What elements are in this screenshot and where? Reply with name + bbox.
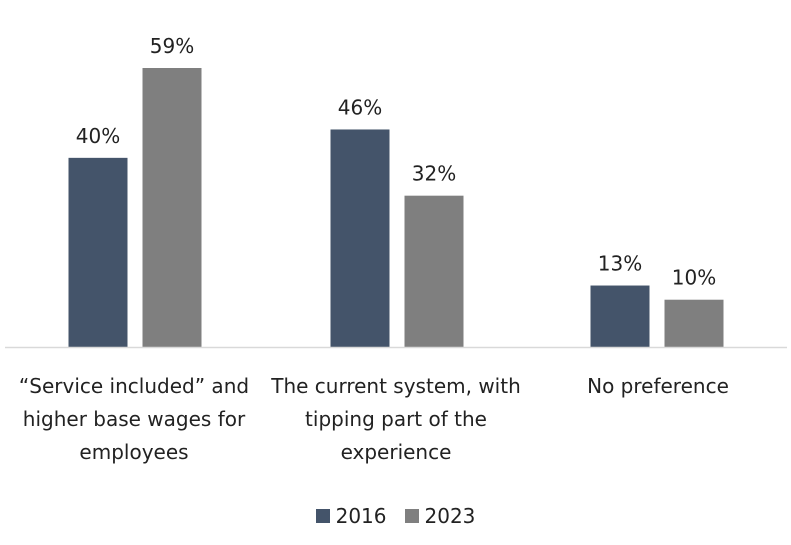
bar-2016-cat2 (590, 285, 650, 347)
plot-area: 40% 59% 46% 32% 13% 10% (5, 34, 787, 349)
data-label-2016-cat2: 13% (598, 252, 642, 276)
bar-2016-cat0 (68, 157, 128, 347)
bar-2023-cat0 (142, 68, 202, 347)
data-label-2023-cat0: 59% (150, 34, 194, 58)
data-label-2016-cat1: 46% (338, 95, 382, 119)
legend-swatch-2016 (315, 509, 330, 523)
data-label-2016-cat0: 40% (76, 124, 120, 148)
legend: 2016 2023 (0, 504, 791, 528)
bar-2023-cat1 (404, 195, 464, 347)
data-label-2023-cat1: 32% (412, 162, 456, 186)
legend-swatch-2023 (404, 509, 419, 523)
category-label-current-system: The current system, with tipping part of… (271, 374, 521, 464)
bar-2016-cat1 (330, 129, 390, 347)
bar-2023-cat2 (664, 299, 724, 347)
legend-label-2016: 2016 (335, 504, 387, 528)
category-label-service-included: “Service included” and higher base wages… (18, 374, 250, 464)
category-label-no-preference: No preference (587, 374, 729, 398)
legend-item-2023: 2023 (404, 504, 476, 528)
data-label-2023-cat2: 10% (672, 266, 716, 290)
legend-item-2016: 2016 (315, 504, 387, 528)
legend-label-2023: 2023 (424, 504, 476, 528)
